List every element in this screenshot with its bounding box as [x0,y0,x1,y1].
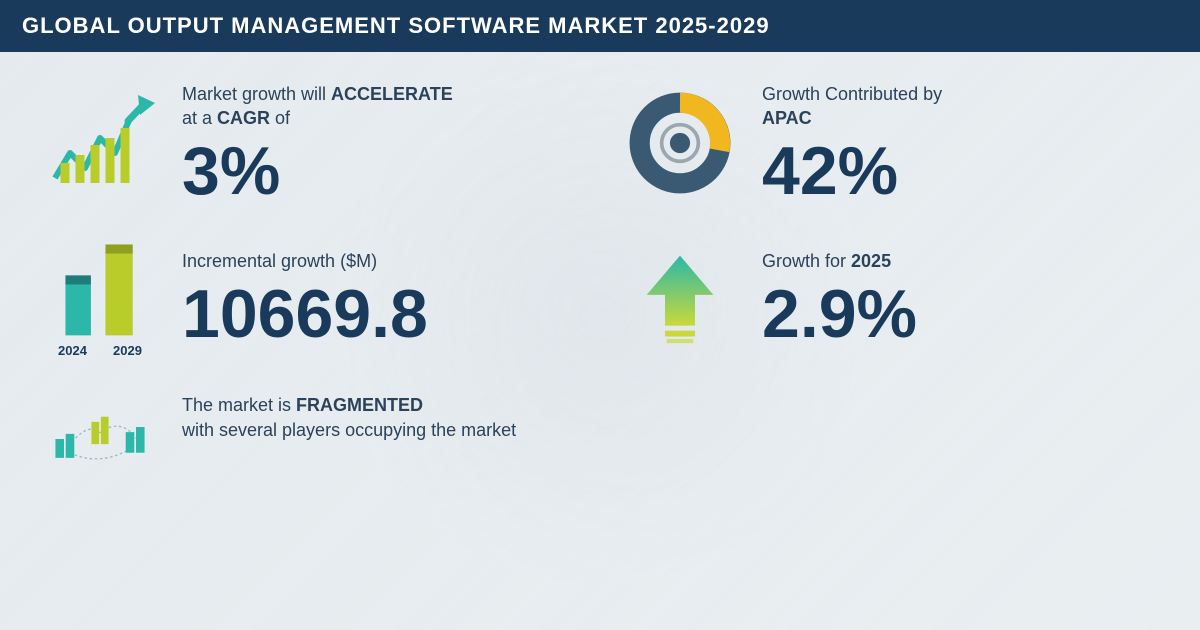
stat-incremental: 2024 2029 Incremental growth ($M) 10669.… [40,239,580,359]
text-bold: FRAGMENTED [296,395,423,415]
stat-incremental-label: Incremental growth ($M) [182,249,580,273]
stat-incremental-value: 10669.8 [182,280,580,348]
text-bold: CAGR [217,108,270,128]
buildings-network-icon [40,393,160,473]
stat-apac: Growth Contributed by APAC 42% [620,82,1160,205]
text-bold: ACCELERATE [331,84,453,104]
text: at a [182,108,217,128]
text: Growth Contributed by [762,84,942,104]
donut-chart-icon [620,83,740,203]
stat-fragmented-text: The market is FRAGMENTED with several pl… [182,393,516,443]
header-bar: GLOBAL OUTPUT MANAGEMENT SOFTWARE MARKET… [0,0,1200,52]
growth-chart-arrow-icon [40,83,160,203]
stat-apac-text: Growth Contributed by APAC 42% [762,82,1160,205]
text-bold: APAC [762,108,812,128]
stat-growth-year-label: Growth for 2025 [762,249,1160,273]
stat-growth-year: Growth for 2025 2.9% [620,239,1160,359]
content-grid: Market growth will ACCELERATE at a CAGR … [0,52,1200,483]
text-bold: 2025 [851,251,891,271]
text: of [270,108,290,128]
up-arrow-icon [620,239,740,359]
stat-growth-year-value: 2.9% [762,280,1160,348]
text: The market is [182,395,296,415]
stat-fragmented: The market is FRAGMENTED with several pl… [40,393,580,473]
stat-apac-label: Growth Contributed by APAC [762,82,1160,131]
bar-year-start: 2024 [58,343,87,358]
two-bars-icon: 2024 2029 [40,239,160,359]
text: with several players occupying the marke… [182,420,516,440]
stat-cagr-label: Market growth will ACCELERATE at a CAGR … [182,82,580,131]
stat-incremental-text: Incremental growth ($M) 10669.8 [182,249,580,347]
text: Market growth will [182,84,331,104]
stat-apac-value: 42% [762,137,1160,205]
stat-growth-year-text: Growth for 2025 2.9% [762,249,1160,347]
bar-year-end: 2029 [113,343,142,358]
stat-cagr-value: 3% [182,137,580,205]
text: Growth for [762,251,851,271]
stat-cagr: Market growth will ACCELERATE at a CAGR … [40,82,580,205]
page-title: GLOBAL OUTPUT MANAGEMENT SOFTWARE MARKET… [22,13,770,39]
stat-cagr-text: Market growth will ACCELERATE at a CAGR … [182,82,580,205]
